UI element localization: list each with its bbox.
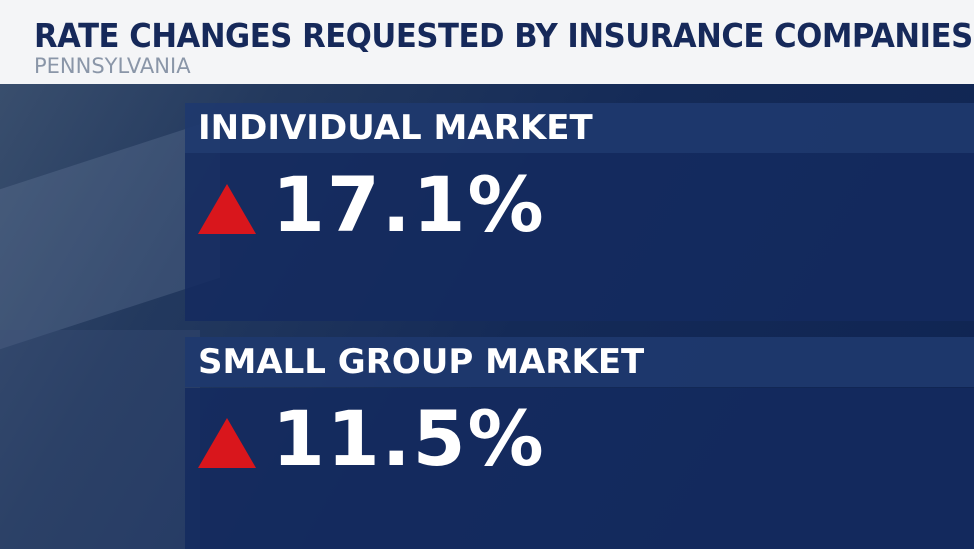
title: RATE CHANGES REQUESTED BY INSURANCE COMP… (34, 16, 973, 55)
panel-body (185, 153, 974, 321)
panel-label: INDIVIDUAL MARKET (198, 108, 593, 148)
banner: RATE CHANGES REQUESTED BY INSURANCE COMP… (0, 0, 974, 84)
panel-header (185, 103, 974, 153)
panel-header (185, 337, 974, 387)
panel-body (185, 388, 974, 549)
panel-label: SMALL GROUP MARKET (198, 342, 645, 382)
panel-value: 17.1% (272, 160, 546, 249)
background-shape (0, 330, 200, 549)
panel-value: 11.5% (272, 394, 546, 483)
up-arrow (198, 418, 256, 468)
subtitle: PENNSYLVANIA (34, 54, 191, 78)
up-arrow (198, 184, 256, 234)
